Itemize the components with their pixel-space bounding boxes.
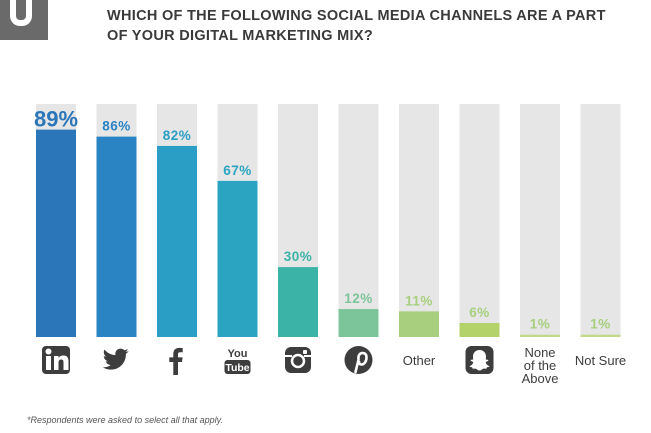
bar-track-pinterest bbox=[338, 104, 379, 337]
bar-instagram bbox=[278, 267, 318, 337]
bar-youtube bbox=[217, 180, 258, 337]
twitter-icon bbox=[102, 348, 129, 370]
bar-linkedin bbox=[36, 129, 76, 337]
facebook-icon bbox=[169, 347, 183, 375]
value-label-none-of-the-above: 1% bbox=[530, 317, 551, 332]
tick-label-text: Above bbox=[522, 371, 559, 386]
value-label-facebook: 82% bbox=[163, 128, 192, 143]
bar-pinterest bbox=[338, 309, 379, 337]
bar-track-none-of-the-above bbox=[520, 104, 560, 337]
tick-label-other: Other bbox=[403, 353, 436, 368]
value-label-other: 11% bbox=[405, 293, 433, 308]
tick-label-text: Other bbox=[403, 353, 436, 368]
bar-facebook bbox=[157, 145, 197, 337]
bar-none-of-the-above bbox=[520, 334, 560, 337]
bar-not-sure bbox=[580, 334, 621, 337]
value-label-snapchat: 6% bbox=[469, 305, 490, 320]
value-label-youtube: 67% bbox=[223, 163, 252, 178]
value-label-instagram: 30% bbox=[284, 249, 313, 264]
bar-track-snapchat bbox=[459, 104, 500, 337]
bar-snapchat bbox=[459, 323, 500, 337]
value-label-linkedin: 89% bbox=[34, 107, 78, 132]
value-label-twitter: 86% bbox=[102, 119, 131, 134]
tick-label-text: None bbox=[524, 345, 555, 360]
youtube-icon-text-top: You bbox=[228, 348, 248, 360]
linkedin-icon bbox=[42, 346, 70, 374]
youtube-icon: You Tube bbox=[224, 348, 251, 374]
pinterest-icon bbox=[344, 346, 373, 374]
bar-twitter bbox=[96, 136, 137, 337]
tick-label-not-sure: Not Sure bbox=[575, 353, 626, 368]
bar-other bbox=[399, 311, 439, 337]
chart-title: WHICH OF THE FOLLOWING SOCIAL MEDIA CHAN… bbox=[107, 8, 606, 44]
instagram-icon bbox=[285, 347, 311, 373]
bar-track-not-sure bbox=[580, 104, 621, 337]
value-label-pinterest: 12% bbox=[344, 291, 373, 306]
tick-label-text: of the bbox=[524, 358, 557, 373]
bar-track-other bbox=[399, 104, 439, 337]
value-label-not-sure: 1% bbox=[590, 317, 611, 332]
footnote: *Respondents were asked to select all th… bbox=[27, 415, 223, 425]
snapchat-icon bbox=[465, 346, 494, 374]
tick-label-text: Not Sure bbox=[575, 353, 626, 368]
brand-logo bbox=[0, 0, 48, 40]
youtube-icon-text-bottom: Tube bbox=[225, 362, 249, 374]
